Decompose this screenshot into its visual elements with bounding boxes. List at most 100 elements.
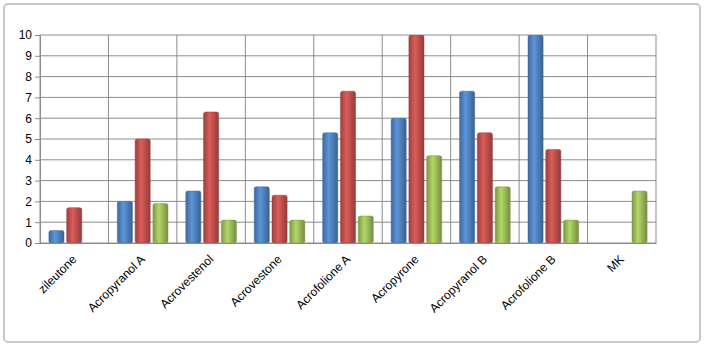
- bar: [564, 220, 579, 243]
- chart: 012345678910zileutoneAcropyranol AAcrove…: [0, 0, 706, 348]
- bar: [528, 35, 543, 243]
- bar: [153, 203, 168, 243]
- bar: [272, 195, 287, 243]
- category-separators: [40, 35, 656, 243]
- y-tick: 8: [25, 70, 40, 84]
- x-tick-label: Acropyranol B: [427, 252, 490, 315]
- bar: [477, 133, 492, 243]
- bar: [67, 208, 82, 243]
- y-tick-mark: [35, 160, 40, 161]
- y-tick-label: 8: [25, 70, 32, 84]
- y-tick-label: 6: [25, 112, 32, 126]
- category-separator: [587, 35, 588, 243]
- category-separator: [450, 35, 451, 243]
- category-separator: [176, 35, 177, 243]
- x-axis-line: [41, 243, 657, 244]
- bar: [614, 243, 629, 244]
- grid-line: [40, 55, 656, 56]
- bars: [49, 35, 647, 243]
- series: [153, 156, 647, 243]
- category-separator: [519, 35, 520, 243]
- bar: [460, 91, 475, 243]
- y-tick-label: 10: [19, 28, 33, 42]
- y-tick-label: 5: [25, 132, 32, 146]
- category-separator: [245, 35, 246, 243]
- y-tick-mark: [35, 35, 40, 36]
- category-separator: [108, 35, 109, 243]
- x-tick: Acropyranol B: [427, 243, 490, 315]
- plot-area: 012345678910zileutoneAcropyranol AAcrove…: [19, 28, 657, 315]
- x-tick-label: Acrovestone: [228, 252, 285, 309]
- bar: [632, 191, 647, 243]
- bar: [596, 243, 611, 244]
- grid: [40, 35, 656, 243]
- bar: [409, 35, 424, 243]
- x-tick: Acrofolione A: [293, 243, 353, 312]
- grid-line: [40, 76, 656, 77]
- x-tick: Acrovestone: [228, 243, 285, 309]
- x-tick: Acrovestenol: [157, 243, 216, 311]
- x-tick-label: MK: [604, 252, 627, 275]
- x-tick: Acrofolione B: [498, 243, 558, 313]
- bar: [427, 156, 442, 243]
- series: [49, 35, 543, 243]
- bar: [186, 191, 201, 243]
- y-tick: 3: [25, 174, 40, 188]
- x-tick-label: Acropyranol A: [85, 252, 148, 315]
- y-tick-mark: [35, 243, 40, 244]
- y-tick-label: 1: [25, 216, 32, 230]
- x-tick: MK: [604, 243, 627, 275]
- y-tick: 2: [25, 195, 40, 209]
- grid-line: [40, 35, 656, 36]
- y-tick-label: 2: [25, 195, 32, 209]
- y-tick: 1: [25, 216, 40, 230]
- y-tick-label: 0: [25, 236, 32, 250]
- bar: [49, 231, 64, 243]
- y-tick-mark: [35, 181, 40, 182]
- y-tick-mark: [35, 201, 40, 202]
- bar: [358, 216, 373, 243]
- category-separator: [313, 35, 314, 243]
- y-tick-label: 9: [25, 49, 32, 63]
- bar: [204, 112, 219, 243]
- y-tick-mark: [35, 77, 40, 78]
- x-tick-label: zileutone: [35, 252, 79, 296]
- y-tick: 9: [25, 49, 40, 63]
- bar: [254, 187, 269, 243]
- y-axis: 0 1 2 3 4 5 6 7 8 9 10: [19, 28, 41, 250]
- y-tick: 10: [19, 28, 40, 42]
- y-tick-mark: [35, 118, 40, 119]
- bar: [84, 243, 99, 244]
- chart-frame: [4, 4, 700, 342]
- y-axis-line: [35, 36, 41, 244]
- y-tick: 0: [25, 236, 40, 250]
- bar: [323, 133, 338, 243]
- bar: [135, 139, 150, 243]
- bar: [340, 91, 355, 243]
- x-tick: Acropyranol A: [85, 243, 148, 315]
- y-tick-mark: [35, 139, 40, 140]
- x-axis: zileutoneAcropyranol AAcrovestenolAcrove…: [35, 243, 656, 315]
- y-tick-mark: [35, 56, 40, 57]
- bar: [391, 118, 406, 243]
- bar: [290, 220, 305, 243]
- x-tick: Acropyrone: [368, 243, 422, 305]
- series: [67, 35, 561, 243]
- bar: [117, 201, 132, 243]
- x-tick-label: Acrofolione B: [498, 252, 558, 312]
- bar: [221, 220, 236, 243]
- y-tick: 4: [25, 153, 40, 167]
- y-tick-mark: [35, 222, 40, 223]
- y-tick: 7: [25, 91, 40, 105]
- y-tick-label: 3: [25, 174, 32, 188]
- category-separator: [656, 35, 657, 243]
- bar: [495, 187, 510, 243]
- x-tick-label: Acrofolione A: [293, 252, 353, 312]
- y-tick: 6: [25, 112, 40, 126]
- x-tick: zileutone: [35, 243, 79, 296]
- y-tick-label: 7: [25, 91, 32, 105]
- y-tick: 5: [25, 132, 40, 146]
- category-separator: [382, 35, 383, 243]
- y-tick-mark: [35, 97, 40, 98]
- bar: [546, 149, 561, 243]
